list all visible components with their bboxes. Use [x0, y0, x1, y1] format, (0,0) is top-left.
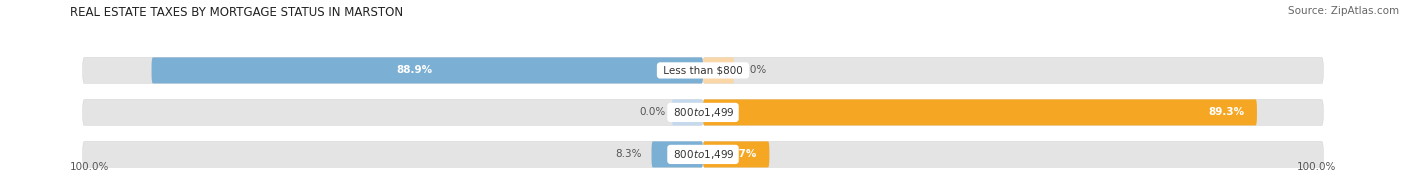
FancyBboxPatch shape: [651, 141, 703, 167]
Text: 100.0%: 100.0%: [70, 162, 110, 172]
FancyBboxPatch shape: [703, 99, 1323, 125]
FancyBboxPatch shape: [703, 57, 1323, 83]
Text: 88.9%: 88.9%: [396, 65, 433, 75]
FancyBboxPatch shape: [152, 57, 703, 83]
FancyBboxPatch shape: [672, 99, 703, 125]
FancyBboxPatch shape: [83, 57, 703, 83]
Text: 100.0%: 100.0%: [1296, 162, 1336, 172]
Text: 0.0%: 0.0%: [740, 65, 766, 75]
Text: $800 to $1,499: $800 to $1,499: [671, 106, 735, 119]
Text: $800 to $1,499: $800 to $1,499: [671, 148, 735, 161]
FancyBboxPatch shape: [83, 99, 703, 125]
FancyBboxPatch shape: [83, 141, 703, 167]
Text: Source: ZipAtlas.com: Source: ZipAtlas.com: [1288, 6, 1399, 16]
FancyBboxPatch shape: [703, 99, 1257, 125]
Text: 0.0%: 0.0%: [640, 107, 666, 117]
Text: 8.3%: 8.3%: [616, 149, 643, 159]
FancyBboxPatch shape: [703, 141, 1323, 167]
FancyBboxPatch shape: [703, 57, 734, 83]
FancyBboxPatch shape: [703, 141, 769, 167]
Text: 10.7%: 10.7%: [721, 149, 756, 159]
Text: 89.3%: 89.3%: [1208, 107, 1244, 117]
Text: REAL ESTATE TAXES BY MORTGAGE STATUS IN MARSTON: REAL ESTATE TAXES BY MORTGAGE STATUS IN …: [70, 6, 404, 19]
Text: Less than $800: Less than $800: [659, 65, 747, 75]
